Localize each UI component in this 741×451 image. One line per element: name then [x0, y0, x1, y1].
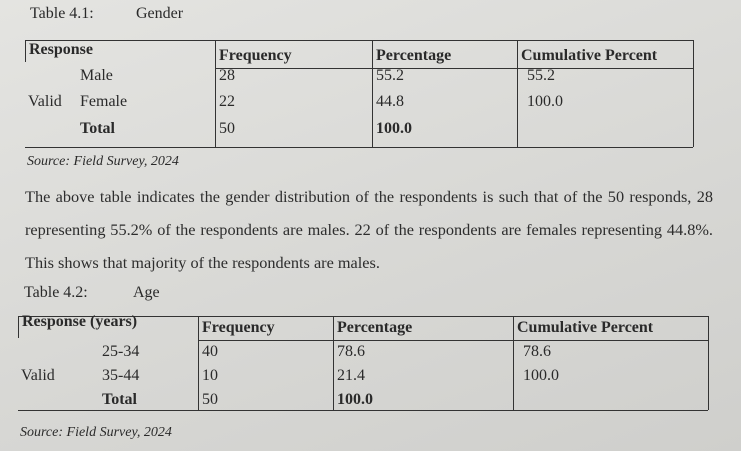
rule — [18, 316, 708, 317]
cumulative-cell: 78.6 — [523, 343, 551, 360]
table-topic: Age — [133, 284, 160, 301]
percentage-cell: 21.4 — [337, 367, 365, 384]
rule — [693, 40, 694, 147]
column-header: Frequency — [219, 47, 292, 64]
column-header: Response (years) — [22, 313, 138, 330]
frequency-cell: 40 — [202, 343, 218, 360]
table-source: Source: Field Survey, 2024 — [27, 154, 179, 169]
rule — [513, 316, 514, 410]
table-source: Source: Field Survey, 2024 — [20, 425, 172, 440]
table-topic: Gender — [136, 5, 184, 22]
percentage-cell: 100.0 — [376, 120, 412, 137]
rule — [18, 410, 708, 411]
column-header: Cumulative Percent — [517, 319, 654, 336]
percentage-cell: 78.6 — [337, 343, 365, 360]
frequency-cell: 50 — [219, 120, 235, 137]
rule — [18, 316, 19, 338]
rule — [198, 316, 199, 410]
rule — [708, 316, 709, 410]
percentage-cell: 100.0 — [337, 391, 373, 408]
rule — [25, 40, 26, 62]
column-header: Frequency — [202, 319, 275, 336]
paragraph: The above table indicates the gender dis… — [25, 187, 713, 272]
valid-label: Valid — [21, 367, 55, 384]
cumulative-cell: 55.2 — [527, 67, 555, 84]
table-caption: Table 4.1: — [30, 5, 94, 22]
table-caption: Table 4.2: — [24, 284, 88, 301]
valid-label: Valid — [28, 93, 62, 110]
rule — [215, 68, 693, 69]
column-header: Response — [29, 41, 94, 58]
response-cell: 35-44 — [102, 367, 140, 384]
response-cell: Total — [102, 391, 137, 408]
frequency-cell: 28 — [219, 67, 235, 84]
rule — [517, 40, 518, 147]
rule — [333, 316, 334, 410]
response-cell: Total — [80, 120, 115, 137]
column-header: Percentage — [337, 319, 413, 336]
rule — [25, 40, 693, 41]
column-header: Cumulative Percent — [521, 47, 658, 64]
rule — [215, 40, 216, 147]
frequency-cell: 22 — [219, 93, 235, 110]
cumulative-cell: 100.0 — [523, 367, 559, 384]
response-cell: Female — [80, 93, 128, 110]
cumulative-cell: 100.0 — [527, 93, 563, 110]
rule — [25, 147, 693, 148]
rule — [198, 340, 708, 341]
response-cell: Male — [80, 67, 113, 84]
frequency-cell: 50 — [202, 391, 218, 408]
percentage-cell: 55.2 — [376, 67, 404, 84]
frequency-cell: 10 — [202, 367, 218, 384]
column-header: Percentage — [376, 47, 452, 64]
rule — [372, 40, 373, 147]
response-cell: 25-34 — [102, 343, 140, 360]
percentage-cell: 44.8 — [376, 93, 404, 110]
